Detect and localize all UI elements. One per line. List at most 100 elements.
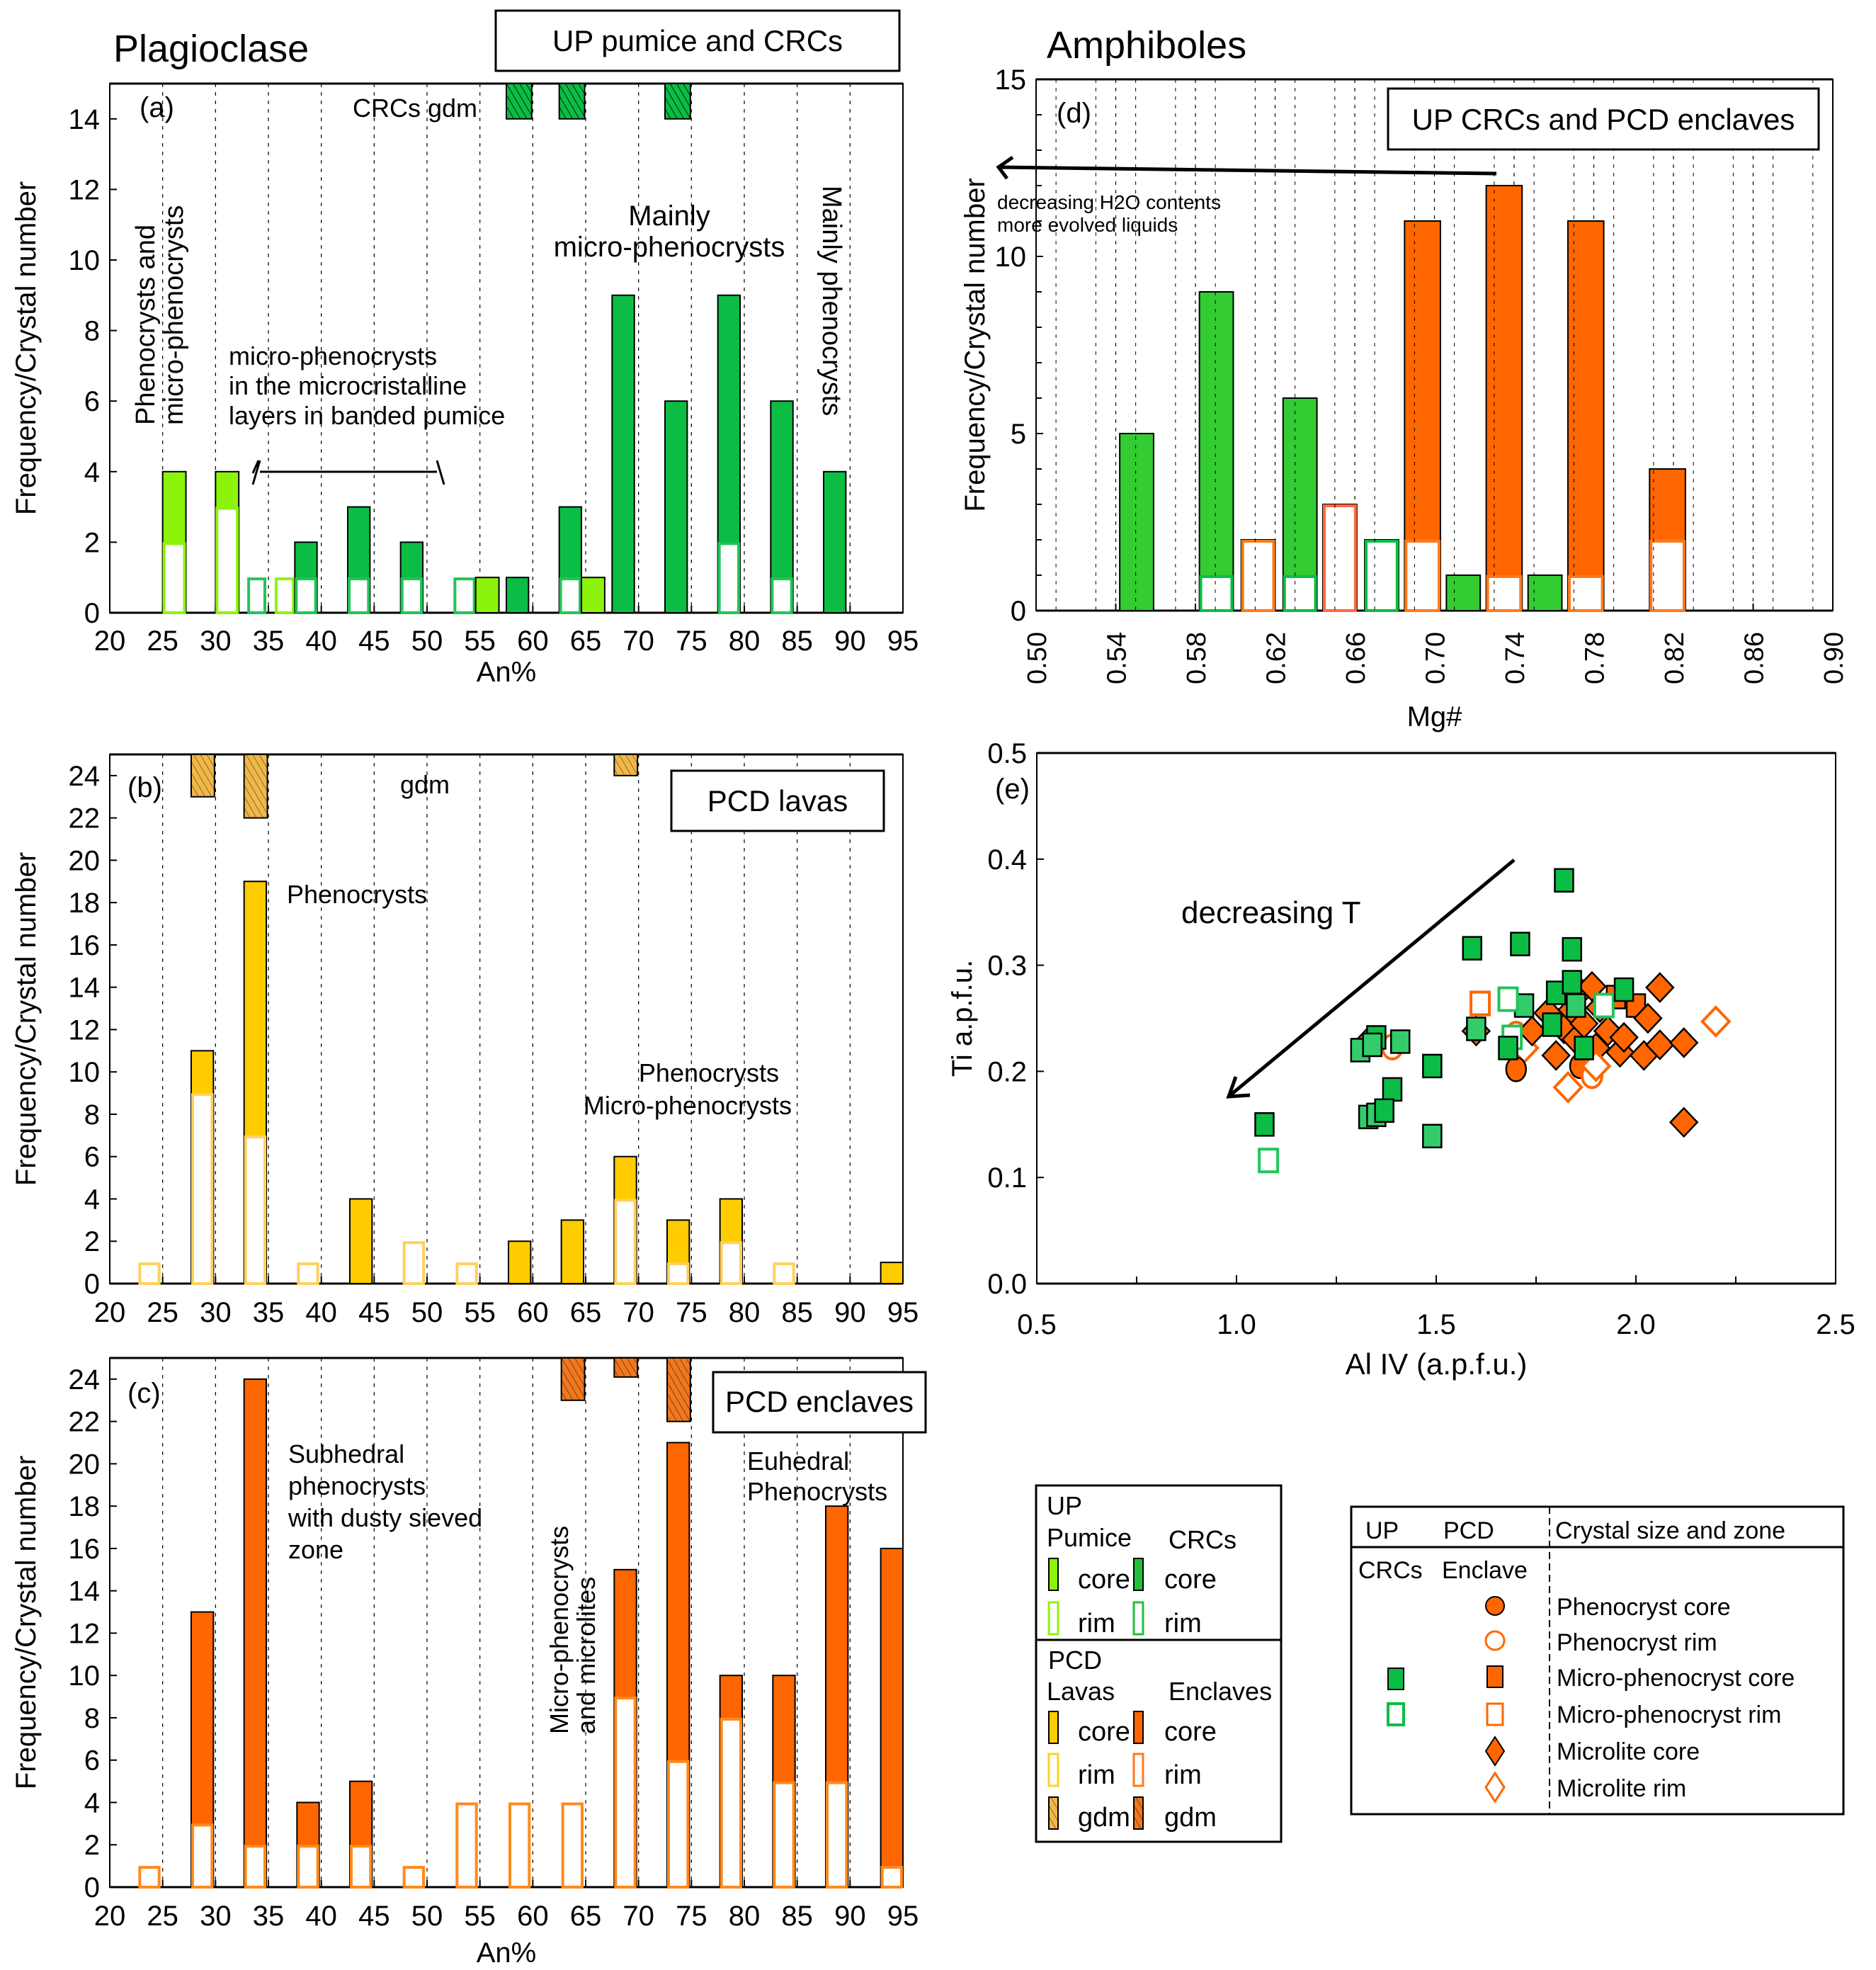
bar-core-11: [581, 577, 606, 614]
y-tick-label: 4: [84, 1787, 100, 1818]
x-tick-label: 65: [570, 1297, 602, 1328]
panel-d-box-label-frame: [1387, 87, 1820, 151]
panel-d-annotations: (d) UP CRCs and PCD enclaves decreasing …: [996, 87, 1820, 236]
scatter-point-40: [1389, 1029, 1411, 1054]
scatter-point-36: [1510, 932, 1530, 956]
y-tick-label: 24: [69, 761, 101, 792]
scatter-point-23: [1633, 1002, 1663, 1034]
panel-b-annotations: (b) gdm PCD lavas Phenocrysts Phenocryst…: [127, 769, 885, 1120]
bar-core-12: [611, 294, 635, 613]
bar-gdm-2: [613, 754, 639, 776]
bar-rim-8: [1486, 575, 1523, 612]
mainly-phenocrysts-label: Mainly phenocrysts: [817, 186, 846, 416]
x-tick-label: 50: [411, 625, 443, 657]
x-tick-label: 55: [464, 1901, 496, 1932]
y-tick-label: 4: [84, 457, 100, 488]
panel-b-box-label: PCD lavas: [707, 784, 848, 817]
x-tick-label: 35: [253, 1297, 285, 1328]
legend-up-title: UP: [1047, 1491, 1082, 1520]
scatter-point-50: [1466, 1017, 1486, 1041]
bar-core-0: [1119, 433, 1154, 611]
x-tick-label: 25: [147, 1901, 178, 1932]
x-tick-label: 0.70: [1421, 632, 1451, 684]
x-tick-label: 65: [570, 625, 602, 657]
y-tick-label: 14: [69, 1576, 101, 1607]
bar-rim-1: [1199, 575, 1234, 612]
x-tick-label: 2.5: [1816, 1309, 1855, 1340]
bar-rim-7: [453, 577, 476, 615]
x-tick-label: 30: [200, 1297, 232, 1328]
bar-rim-3: [1283, 575, 1317, 612]
y-tick-label: 0: [84, 598, 100, 629]
scatter-point-43: [1382, 1077, 1403, 1102]
scatter-point-33: [1469, 990, 1491, 1017]
x-tick-label: 80: [729, 1901, 761, 1932]
y-tick-label: 0.4: [987, 844, 1027, 876]
scatter-point-26: [1668, 1027, 1699, 1058]
legend-row-microlite-rim: Microlite rim: [1557, 1775, 1686, 1802]
bar-rim-3: [297, 1262, 319, 1285]
y-tick-label: 0: [1011, 596, 1026, 627]
y-tick-label: 24: [69, 1364, 101, 1396]
x-tick-label: 35: [253, 625, 285, 657]
legend-row-pheno-rim: Phenocryst rim: [1557, 1629, 1717, 1656]
panel-c-box-label-frame: [712, 1371, 927, 1434]
y-tick-label: 0.3: [987, 951, 1027, 982]
bar-core-16: [823, 470, 847, 613]
scatter-point-8: [1541, 1040, 1571, 1071]
y-tick-label: 18: [69, 1491, 101, 1522]
x-tick-label: 1.0: [1217, 1309, 1256, 1340]
y-tick-label: 6: [84, 386, 100, 417]
y-tick-label: 12: [69, 1618, 101, 1649]
plagioclase-title: Plagioclase: [113, 28, 309, 70]
legend-sym-h-zone: Crystal size and zone: [1555, 1517, 1785, 1544]
x-tick-label: 40: [305, 1297, 337, 1328]
bar-rim-9: [614, 1199, 637, 1285]
y-tick-label: 20: [69, 1449, 101, 1480]
y-tick-label: 12: [69, 174, 101, 205]
x-axis-label: Mg#: [1407, 701, 1463, 732]
x-tick-label: 65: [570, 1901, 602, 1932]
bar-gdm-1: [243, 754, 268, 819]
bar-gdm-0: [190, 754, 215, 798]
lava-phenocrysts-label: Phenocrysts: [287, 880, 427, 909]
x-tick-label: 1.5: [1416, 1309, 1456, 1340]
x-tick-label: 80: [729, 1297, 761, 1328]
panel-a-box-label: UP pumice and CRCs: [552, 24, 843, 57]
x-tick-label: 0.82: [1660, 632, 1690, 684]
bar-gdm-0: [506, 83, 533, 120]
scatter-point-32: [1700, 1005, 1732, 1038]
bar-rim-12: [773, 1781, 795, 1889]
y-tick-label: 0.2: [987, 1056, 1027, 1087]
legend-lavas: Lavas: [1047, 1677, 1115, 1706]
y-tick-label: 8: [84, 316, 100, 347]
legend-row-micro-rim: Micro-phenocryst rim: [1557, 1702, 1781, 1728]
bar-rim-3: [297, 1845, 319, 1889]
panel-d-amphibole-histogram: 0 5 10 15 0.50 0.54 0.58 0.62 0.66 0.70 0.74 0.78 0.…: [960, 64, 1849, 732]
x-tick-label: 50: [411, 1297, 443, 1328]
lava-gdm-label: gdm: [400, 770, 450, 799]
scatter-point-41: [1362, 1032, 1383, 1058]
bar-rim-5: [1365, 540, 1399, 612]
bar-gdm-0: [560, 1357, 586, 1401]
micro-microlites-label-1: Micro-phenocrysts: [545, 1526, 574, 1734]
crcs-gdm-label: CRCs gdm: [353, 94, 477, 123]
y-tick-label: 12: [69, 1014, 101, 1046]
x-tick-label: 0.62: [1262, 632, 1292, 684]
mainly-micro-label-1: Mainly: [628, 200, 710, 232]
y-tick-label: 4: [84, 1184, 100, 1215]
bar-rim-2: [1241, 540, 1275, 612]
bar-rim-11: [720, 1241, 743, 1285]
bar-rim-0: [138, 1262, 161, 1285]
scatter-point-56: [1562, 970, 1583, 995]
legend-crcs: CRCs: [1169, 1525, 1237, 1554]
legend-crc-core-swatch: [1133, 1558, 1144, 1591]
bar-core-10: [1567, 220, 1605, 611]
x-tick-label: 90: [834, 1901, 866, 1932]
x-tick-label: 45: [358, 1297, 390, 1328]
subhedral-label-3: with dusty sieved: [288, 1503, 482, 1532]
legend-pumice-core-label: core: [1078, 1565, 1130, 1595]
y-tick-label: 0.1: [987, 1162, 1027, 1194]
micro-layers-label-1: micro-phenocrysts: [229, 341, 437, 370]
